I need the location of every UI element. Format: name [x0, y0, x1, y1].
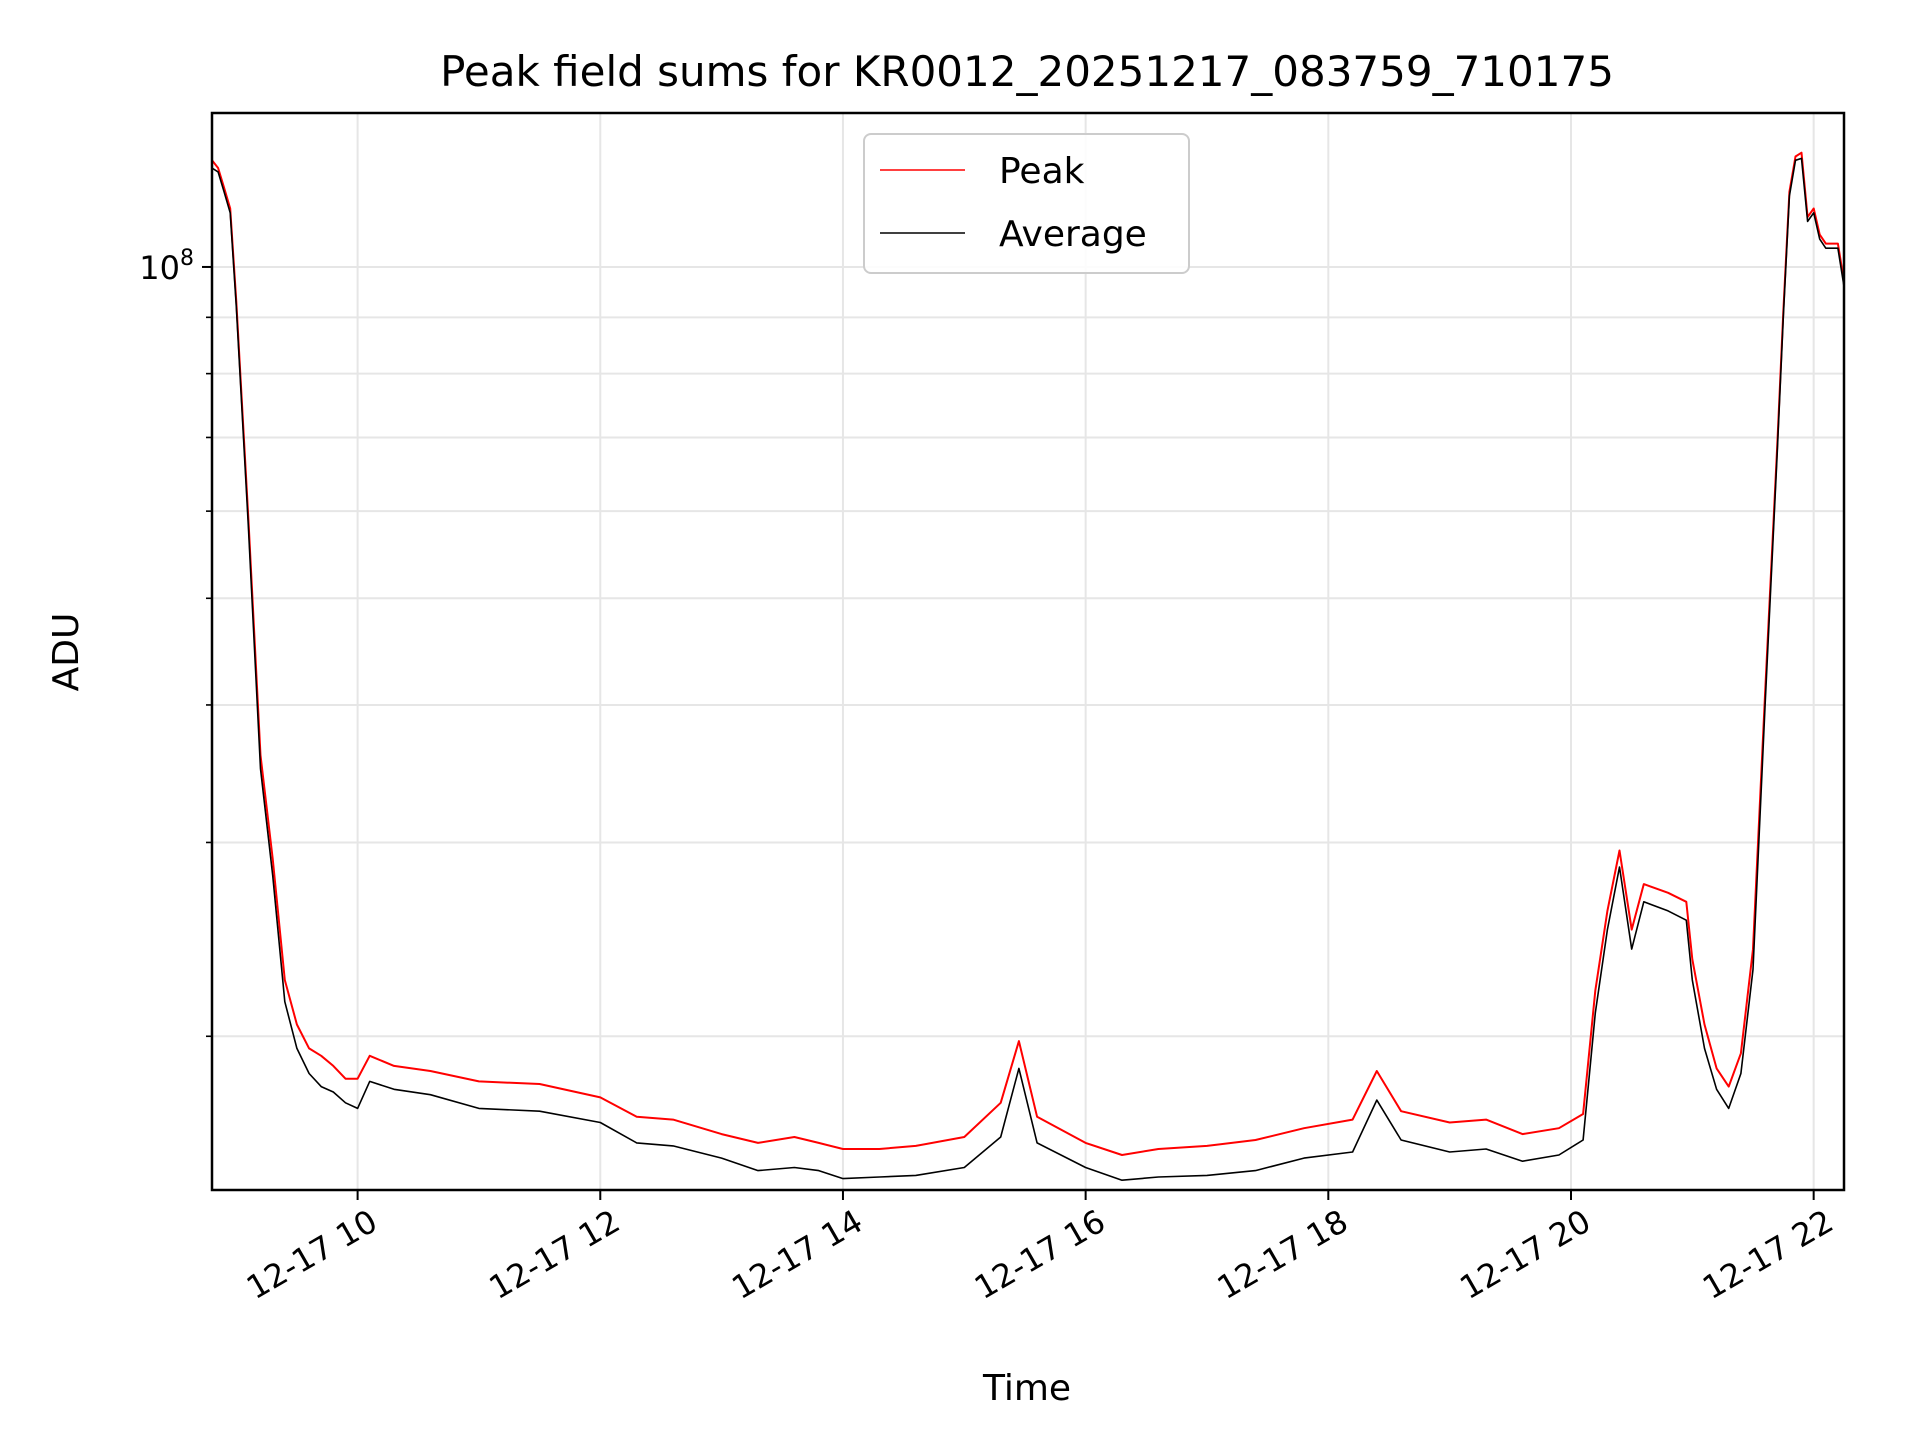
legend-average-label: Average	[999, 214, 1147, 255]
grid	[212, 113, 1844, 1190]
y-tick-label: 108	[139, 246, 194, 287]
series-line-peak	[212, 151, 1844, 1156]
y-axis-label: ADU	[46, 613, 87, 692]
chart-title: Peak field sums for KR0012_20251217_0837…	[440, 47, 1614, 96]
series-line-average	[212, 157, 1844, 1181]
legend-box	[863, 133, 1190, 274]
legend-peak-label: Peak	[999, 151, 1085, 192]
plot-frame	[210, 111, 1846, 1192]
legend: Peak Average	[863, 133, 1190, 274]
x-axis-label: Time	[982, 1368, 1071, 1409]
y-axis-ticks: 108	[139, 246, 212, 1038]
series-layer	[212, 151, 1844, 1181]
